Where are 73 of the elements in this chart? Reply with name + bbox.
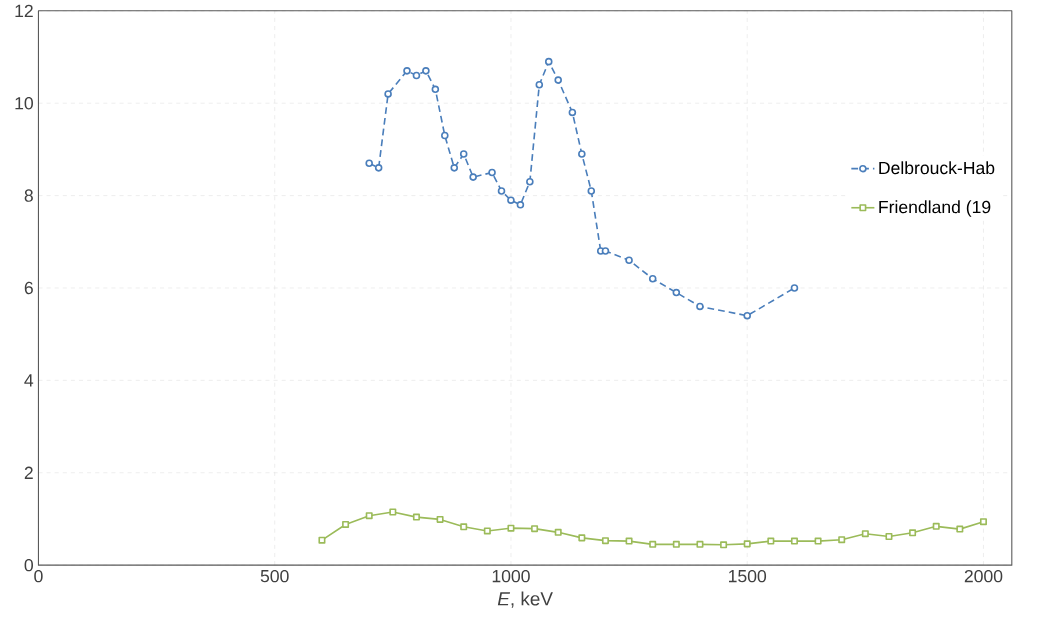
point — [544, 57, 553, 66]
point — [648, 275, 657, 283]
point — [507, 524, 515, 532]
point — [342, 521, 350, 529]
y-tick-label: 4 — [24, 374, 34, 387]
y-tick-label: 8 — [24, 189, 33, 202]
point — [838, 536, 846, 544]
point — [431, 85, 440, 94]
point — [374, 164, 383, 172]
point — [365, 512, 373, 520]
point — [469, 173, 477, 181]
point — [696, 302, 704, 311]
point — [625, 537, 633, 545]
point — [743, 540, 751, 548]
point — [587, 187, 596, 195]
y-tick-label: 6 — [24, 281, 33, 295]
point — [568, 108, 577, 117]
point — [483, 527, 491, 535]
point — [814, 537, 822, 545]
x-tick-label: 2000 — [964, 569, 1003, 583]
point — [909, 529, 917, 537]
point — [450, 164, 459, 172]
point — [885, 533, 893, 541]
point — [403, 67, 411, 75]
point — [979, 518, 987, 526]
point — [318, 536, 326, 544]
point — [516, 201, 525, 209]
point — [625, 256, 633, 265]
y-tick-label: 10 — [15, 97, 33, 110]
point — [436, 515, 444, 524]
point — [956, 525, 964, 533]
x-axis-title: E, keV — [497, 591, 553, 608]
point — [554, 528, 562, 536]
point — [365, 159, 373, 168]
point — [554, 76, 562, 84]
point — [696, 540, 704, 548]
legend-label: Delbrouck-Hab — [879, 161, 995, 175]
point — [601, 537, 609, 545]
point — [422, 67, 430, 75]
point — [672, 288, 681, 297]
point — [601, 247, 610, 255]
point — [497, 187, 506, 195]
x-tick-label: 0 — [34, 569, 43, 583]
point — [459, 150, 468, 158]
point — [441, 131, 449, 140]
point — [389, 508, 397, 516]
point — [535, 81, 544, 89]
point — [578, 534, 586, 542]
point — [767, 537, 775, 545]
legend-label: Friendland (19 — [879, 200, 991, 217]
point — [743, 312, 751, 320]
point — [488, 168, 496, 177]
point — [861, 530, 869, 538]
y-tick-label: 0 — [24, 559, 33, 572]
x-tick-label: 500 — [260, 569, 289, 583]
point — [531, 525, 539, 533]
point — [790, 537, 798, 545]
point — [412, 71, 421, 80]
point — [932, 522, 940, 530]
point — [526, 178, 534, 186]
x-tick-label: 1000 — [492, 569, 530, 583]
y-tick-label: 2 — [24, 466, 33, 479]
y-tick-label: 12 — [15, 4, 33, 18]
point — [460, 523, 468, 531]
point — [412, 513, 420, 521]
point — [649, 540, 657, 548]
point — [720, 541, 728, 549]
point — [578, 150, 586, 158]
point — [672, 540, 680, 548]
x-tick-label: 1500 — [729, 569, 767, 583]
point — [384, 90, 392, 98]
point — [790, 284, 799, 292]
point — [507, 196, 515, 205]
